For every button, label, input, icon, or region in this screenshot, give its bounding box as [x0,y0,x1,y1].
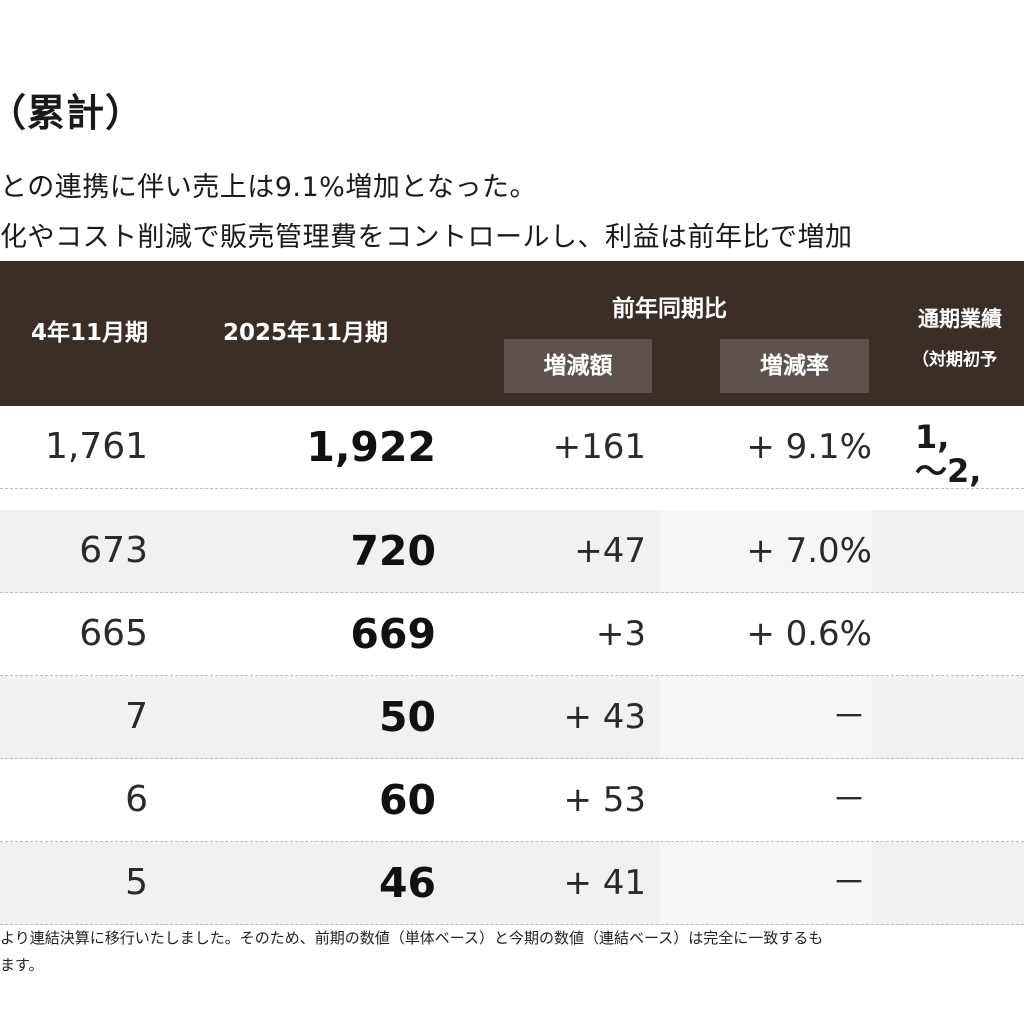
table-row: 7 50 + 43 － [0,676,1024,759]
cell-curr: 46 [378,859,436,907]
header-yoy-rate: 増減率 [720,339,869,393]
summary-line-profit: 化やコスト削減で販売管理費をコントロールし、利益は前年比で増加 [0,222,853,253]
table-header: 4年11月期 2025年11月期 前年同期比 増減額 増減率 通期業績 （対期初… [0,261,1024,406]
table-row: 673 720 +47 + 7.0% [0,510,1024,593]
cell-rate: + 9.1% [746,427,872,467]
cell-amount: +47 [574,531,646,571]
cell-curr: 669 [350,610,436,658]
cell-amount: + 53 [563,780,646,820]
table-row: 6 60 + 53 － [0,759,1024,842]
header-yoy: 前年同期比 [612,296,727,322]
section-heading: （累計） [0,91,145,135]
cell-curr: 1,922 [306,423,436,471]
cell-rate: － [832,780,866,820]
header-prev-period: 4年11月期 [30,320,148,346]
cell-amount: +3 [595,614,646,654]
cell-prev: 673 [79,530,148,571]
table-row: 665 669 +3 + 0.6% [0,593,1024,676]
cell-full-year: 1, ～2, [915,418,982,490]
cell-curr: 50 [378,693,436,741]
header-yoy-amount: 増減額 [504,339,652,393]
cell-prev: 5 [125,862,148,903]
cell-amount: +161 [552,427,646,467]
table-row: 5 46 + 41 － [0,842,1024,925]
cell-rate: + 0.6% [746,614,872,654]
cell-rate: － [660,842,872,924]
cell-prev: 7 [125,696,148,737]
cell-amount: + 43 [563,697,646,737]
cell-amount: + 41 [563,863,646,903]
cell-prev: 1,761 [44,426,148,467]
footnote-line-2: ます。 [0,956,44,974]
summary-line-sales: との連携に伴い売上は9.1%増加となった。 [0,172,538,203]
cell-rate: － [660,676,872,758]
cell-rate: + 7.0% [660,510,872,592]
footnote-line-1: より連結決算に移行いたしました。そのため、前期の数値（単体ベース）と今期の数値（… [0,929,824,947]
header-curr-period: 2025年11月期 [223,320,389,346]
header-full-year: 通期業績 [918,307,1002,331]
cell-curr: 720 [350,527,436,575]
cell-prev: 6 [125,779,148,820]
cell-curr: 60 [378,776,436,824]
cell-prev: 665 [79,613,148,654]
header-full-year-sub: （対期初予 [912,350,997,370]
table-row: 1,761 1,922 +161 + 9.1% 1, ～2, [0,406,1024,489]
